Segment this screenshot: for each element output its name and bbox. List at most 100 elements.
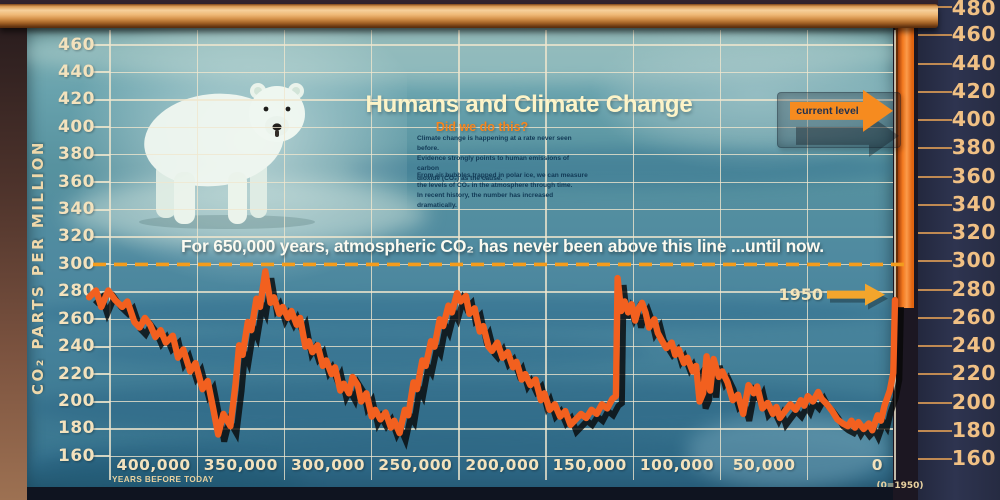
y-axis-tick-label: 280 [58, 281, 95, 302]
y-axis-tick-label: 200 [58, 391, 95, 412]
y-axis-tick [93, 290, 110, 293]
year-1950-label: 1950 [778, 285, 823, 304]
y-axis-tick [93, 263, 110, 266]
gridline-vertical [196, 30, 198, 480]
x-axis-title: YEARS BEFORE TODAY [112, 475, 214, 484]
gridline-horizontal [110, 208, 893, 211]
exhibit-body-paragraph-2: From air bubbles trapped in polar ice, w… [417, 172, 588, 209]
x-axis-tick-label: 150,000 [552, 456, 627, 474]
right-scale-label: 160 [951, 446, 996, 470]
right-scale-tick [918, 458, 952, 460]
x-axis-tick-label: 100,000 [639, 456, 714, 474]
right-scale-label: 380 [951, 135, 996, 160]
right-scale-label: 240 [951, 333, 996, 357]
light-patch-bottom-right [687, 413, 887, 487]
right-scale-tick [918, 34, 952, 37]
gridline-horizontal [110, 71, 893, 74]
gridline-horizontal [110, 44, 893, 46]
y-axis-tick-label: 420 [58, 89, 95, 110]
y-axis-tick [93, 400, 110, 403]
gridline-vertical [545, 30, 547, 480]
polar-bear-image [139, 83, 315, 229]
right-scale-tick [918, 373, 952, 376]
right-scale-label: 220 [951, 361, 996, 386]
right-scale-tick [918, 119, 952, 121]
right-scale-tick [918, 288, 952, 291]
right-scale-label: 300 [951, 248, 996, 273]
gridline-vertical [283, 30, 286, 480]
y-axis-tick [93, 373, 110, 376]
right-scale-label: 440 [951, 50, 996, 75]
right-scale-label: 420 [951, 78, 996, 103]
right-scale-label: 260 [951, 304, 996, 329]
x-axis-tick-label: 350,000 [203, 456, 278, 474]
right-scale-label: 480 [951, 0, 996, 20]
y-axis-tick-label: 320 [58, 226, 95, 247]
gridline-horizontal [110, 318, 893, 320]
x-axis-tick-label: 0 [871, 456, 884, 474]
gridline-vertical [109, 30, 111, 480]
y-axis-tick [93, 208, 110, 211]
y-axis-tick [93, 71, 110, 74]
gridline-horizontal [110, 263, 893, 266]
right-scale-label: 360 [951, 163, 996, 188]
frame-right-channel [893, 0, 920, 500]
gridline-vertical [632, 30, 634, 480]
gridline-horizontal [110, 400, 893, 403]
right-scale-label: 200 [951, 389, 996, 414]
y-axis-tick-label: 380 [58, 144, 95, 165]
y-axis-tick-label: 340 [58, 199, 95, 220]
right-scale-tick [918, 232, 952, 234]
exhibit-body-paragraph-1: Climate change is happening at a rate ne… [417, 135, 572, 182]
right-scale-label: 280 [951, 276, 996, 301]
y-axis-title: CO₂ PARTS PER MILLION [29, 140, 47, 396]
y-axis-tick-label: 300 [58, 253, 95, 274]
y-axis-tick-label: 400 [58, 116, 95, 137]
right-scale-tick [918, 260, 952, 263]
right-scale-tick [918, 345, 952, 347]
right-scale-label: 460 [951, 22, 996, 47]
gridline-vertical [807, 30, 809, 480]
exhibit-title: Humans and Climate Change [365, 91, 693, 118]
y-axis-tick-label: 220 [58, 363, 95, 384]
gridline-horizontal [110, 428, 893, 430]
right-scale-label: 320 [951, 220, 996, 244]
gridline-vertical [894, 30, 896, 480]
y-axis-tick-label: 440 [58, 61, 95, 82]
y-axis-tick [93, 235, 110, 238]
x-axis-tick-label: 250,000 [378, 456, 453, 474]
x-axis-zero-note: (0=1950) [876, 481, 924, 491]
gridline-horizontal [110, 99, 893, 101]
y-axis-tick [93, 44, 110, 46]
current-level-arrow-label: current level [796, 105, 859, 117]
gridline-horizontal [110, 154, 893, 156]
y-axis-tick [93, 427, 110, 430]
right-scale-tick [918, 316, 952, 319]
right-scale-tick [918, 175, 952, 178]
gridline-horizontal [110, 126, 893, 128]
frame-bottom-edge [0, 487, 893, 500]
y-axis-tick [93, 318, 110, 321]
x-axis-tick-label: 300,000 [290, 456, 366, 474]
gridline-vertical [371, 30, 373, 480]
right-scale-tick [918, 429, 952, 432]
frame-left-edge [0, 28, 27, 500]
frame-top-trim [0, 0, 938, 5]
y-axis-tick [93, 345, 110, 348]
current-level-slider-track [777, 92, 901, 148]
right-scale-tick [918, 203, 952, 206]
current-co2-column [895, 8, 914, 308]
frame-top-bar [0, 4, 938, 28]
y-axis-tick [93, 153, 110, 156]
gridline-horizontal [110, 346, 893, 348]
right-scale-tick [918, 147, 952, 150]
y-axis-tick [93, 98, 110, 101]
y-axis-tick-label: 160 [58, 445, 95, 466]
right-scale-label: 400 [951, 107, 996, 131]
y-axis-tick [93, 181, 110, 184]
dark-band-3 [87, 333, 647, 371]
y-axis-tick [93, 455, 110, 458]
exhibit-subtitle: Did we do this? [435, 120, 529, 134]
y-axis-tick-label: 460 [58, 34, 95, 55]
